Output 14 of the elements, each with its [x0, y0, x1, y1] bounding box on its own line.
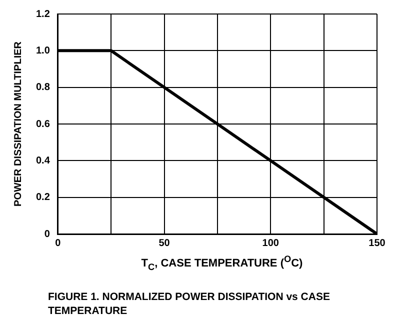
x-tick-label: 50 — [158, 238, 170, 249]
y-axis-title: POWER DISSIPATION MULTIPLIER — [12, 40, 24, 206]
x-tick-label: 150 — [368, 238, 386, 249]
y-tick-label: 0.6 — [36, 118, 50, 130]
y-tick-label: 1.2 — [36, 8, 50, 20]
x-axis-title: T$_{C}$, CASE TEMPERATURE ($^{O}$C) — [140, 254, 304, 272]
y-tick-label: 0 — [44, 228, 50, 240]
x-tick-label: 100 — [262, 238, 280, 249]
y-tick-label: 0.8 — [36, 82, 50, 94]
y-tick-label: 0.4 — [36, 155, 50, 166]
x-tick-label: 0 — [55, 238, 62, 249]
text: FIGURE 1. NORMALIZED POWER DISSIPATION vs CASE TEMPERATURE — [48, 290, 331, 318]
y-tick-label: 0.2 — [36, 192, 50, 204]
y-tick-label: 1.0 — [36, 45, 50, 56]
